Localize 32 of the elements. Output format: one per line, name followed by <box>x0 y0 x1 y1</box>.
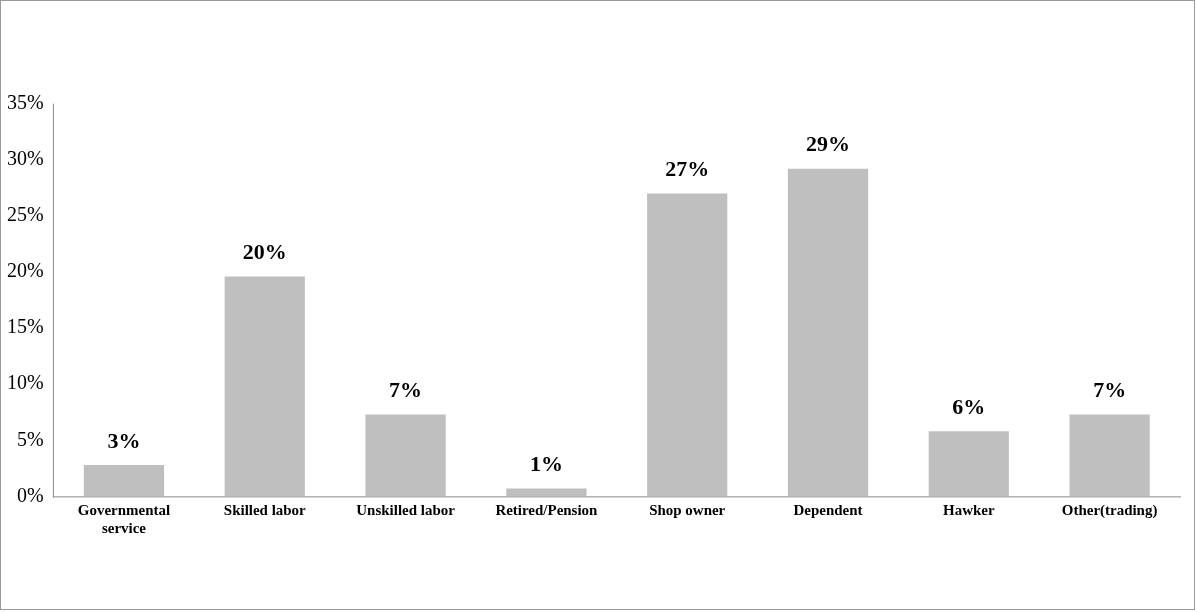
x-tick-label: Retired/Pension <box>495 502 599 519</box>
y-tick-label: 25% <box>7 203 44 226</box>
bar <box>365 414 446 497</box>
data-label: 7% <box>389 377 423 403</box>
y-tick-label: 10% <box>7 371 44 394</box>
x-tick-label: Skilled labor <box>223 502 307 519</box>
x-tick-label: Other(trading) <box>1061 502 1158 520</box>
bar <box>787 168 869 497</box>
bar <box>506 488 587 497</box>
bar <box>224 276 305 497</box>
y-tick-label: 20% <box>7 259 44 282</box>
y-tick-label: 5% <box>16 427 44 450</box>
bar <box>928 431 1009 497</box>
y-tick-label: 0% <box>16 483 44 506</box>
y-tick-label: 30% <box>7 147 44 169</box>
data-label: 7% <box>1093 377 1127 403</box>
data-label: 6% <box>952 394 986 420</box>
x-tick-label: Unskilled labor <box>356 502 456 519</box>
data-label: 29% <box>806 131 850 157</box>
data-label: 3% <box>107 427 141 453</box>
x-tick-label: Dependent <box>793 502 863 519</box>
bar <box>647 193 728 497</box>
y-tick-label: 35% <box>7 90 44 113</box>
data-label: 20% <box>242 239 287 265</box>
data-label: 27% <box>665 156 710 182</box>
y-tick-label: 15% <box>7 315 44 338</box>
x-tick-label: Shop owner <box>649 502 726 519</box>
bar <box>1069 414 1150 497</box>
x-tick-label: Governmental service <box>77 502 171 537</box>
data-label: 1% <box>529 451 563 477</box>
x-tick-label: Hawker <box>943 502 995 519</box>
bar <box>83 464 165 497</box>
